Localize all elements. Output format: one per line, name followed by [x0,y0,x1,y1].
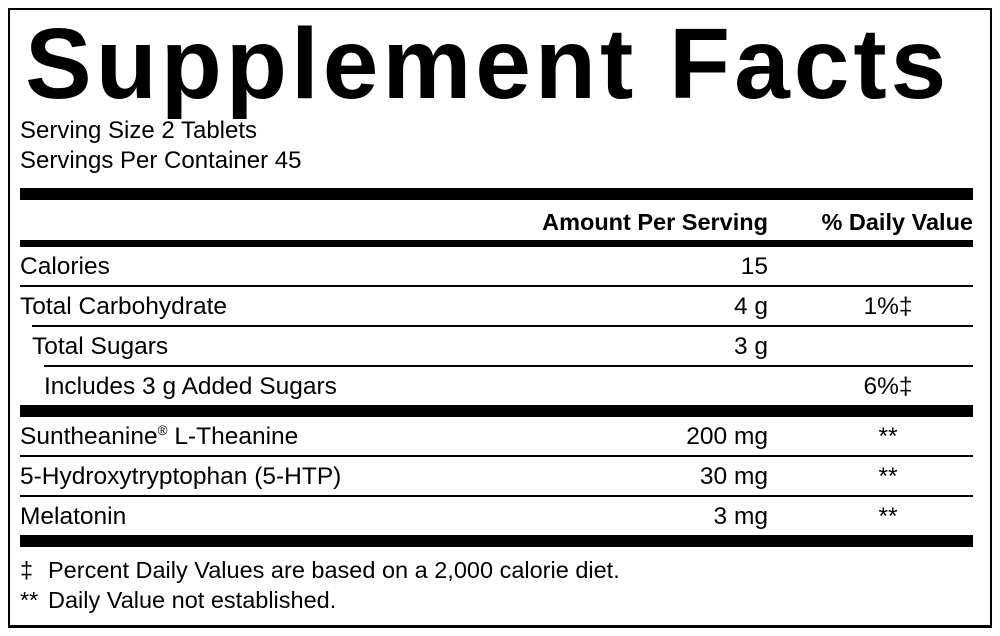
serving-info: Serving Size 2 Tablets Servings Per Cont… [20,116,973,176]
serving-size: Serving Size 2 Tablets [20,117,258,144]
footnote-text: Percent Daily Values are based on a 2,00… [48,557,620,583]
nutrient-daily-value: ** [878,423,898,450]
ingredient-table: Suntheanine® L-Theanine 200 mg ** 5-Hydroxy… [20,417,973,535]
footnotes: ‡ Percent Daily Values are based on a 2,0… [20,547,973,615]
footnote-line: ** Daily Value not established. [20,585,973,615]
nutrient-table: Calories 15 Total Carbohydrate 4 g 1%‡ Total … [20,247,973,405]
table-row: Calories 15 [20,247,973,285]
table-row: Total Sugars 3 g [20,327,973,365]
nutrient-name: Melatonin [20,503,127,530]
nutrient-name: Suntheanine® L-Theanine [20,422,299,450]
nutrient-name: Total Carbohydrate [20,293,228,320]
table-row: Suntheanine® L-Theanine 200 mg ** [20,417,973,455]
servings-per-container: Servings Per Container 45 [20,147,302,174]
table-row: 5-Hydroxytryptophan (5-HTP) 30 mg ** [20,457,973,495]
section-bar-top [20,188,973,200]
table-row: Melatonin 3 mg ** [20,497,973,535]
footnote-symbol: ‡ [20,557,34,583]
row-divider [44,365,973,367]
row-divider [20,285,973,287]
nutrient-amount: 30 mg [699,463,768,490]
row-divider [20,495,973,497]
amount-column-header: Amount Per Serving [542,209,768,235]
nutrient-daily-value: ** [878,503,898,530]
nutrient-amount: 15 [740,253,768,280]
nutrient-amount: 3 g [733,333,768,360]
nutrient-daily-value: 1%‡ [863,293,913,320]
row-divider [20,455,973,457]
nutrient-name: Calories [20,253,110,280]
supplement-facts-panel: Supplement Facts Serving Size 2 Tablets … [8,8,992,628]
nutrient-amount: 200 mg [686,423,768,450]
section-bar-bottom [20,535,973,547]
table-row: Total Carbohydrate 4 g 1%‡ [20,287,973,325]
page-title: Supplement Facts [25,8,951,120]
nutrient-daily-value: 6%‡ [863,373,913,400]
footnote-symbol: ** [20,587,39,613]
section-bar-middle [20,405,973,417]
daily-value-column-header: % Daily Value [821,209,973,235]
column-header-row: Amount Per Serving % Daily Value [20,200,973,240]
header-divider-bar [20,240,973,247]
nutrient-amount: 4 g [733,293,768,320]
nutrient-daily-value: ** [878,463,898,490]
nutrient-name: 5-Hydroxytryptophan (5-HTP) [20,463,342,490]
nutrient-name: Includes 3 g Added Sugars [44,373,337,400]
footnote-line: ‡ Percent Daily Values are based on a 2,0… [20,555,973,585]
row-divider [32,325,973,327]
nutrient-amount: 3 mg [713,503,768,530]
nutrient-name: Total Sugars [32,333,169,360]
table-row: Includes 3 g Added Sugars 6%‡ [20,367,973,405]
footnote-text: Daily Value not established. [48,587,337,613]
